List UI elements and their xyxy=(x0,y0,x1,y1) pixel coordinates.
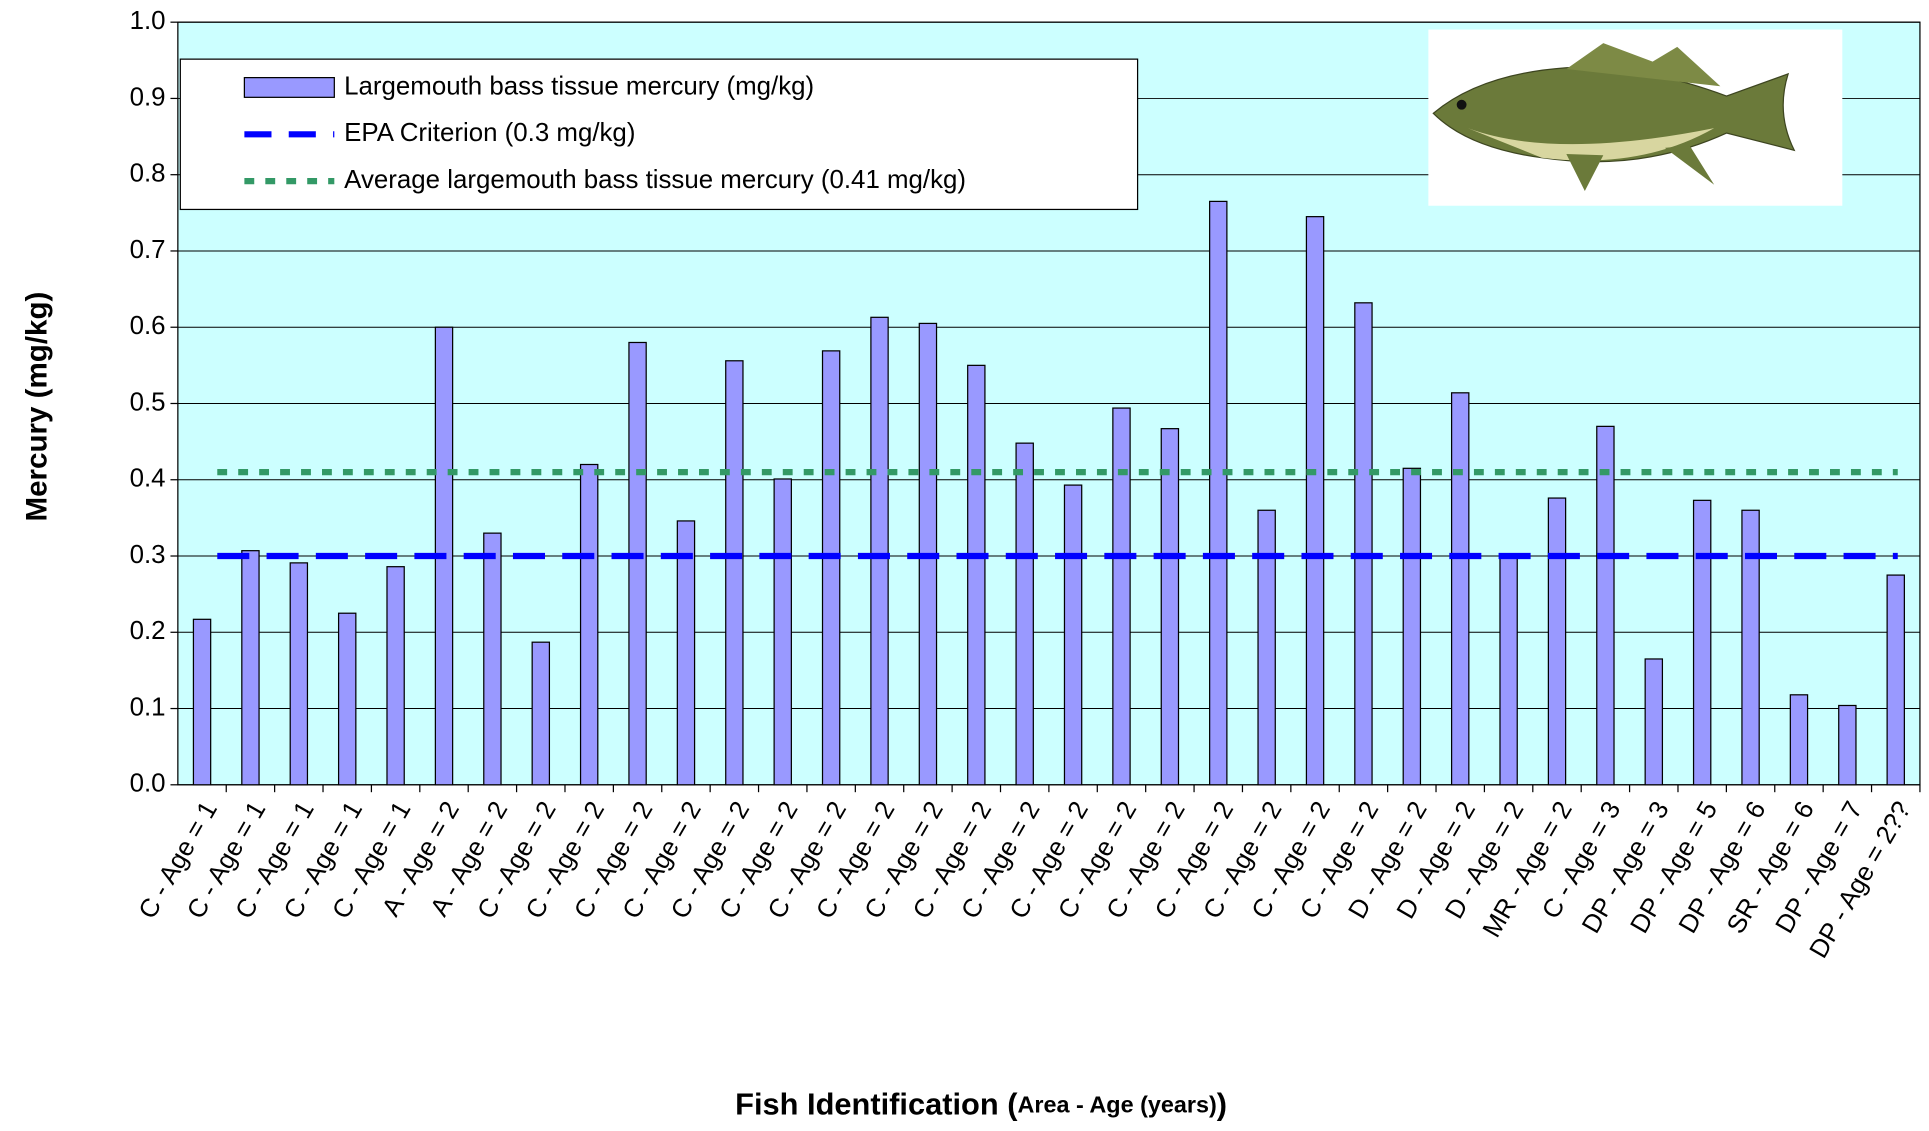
y-tick-label: 0.3 xyxy=(130,541,166,569)
bar xyxy=(1209,200,1228,786)
bar xyxy=(1305,216,1325,786)
fish-image xyxy=(1428,29,1843,206)
bar xyxy=(531,641,551,786)
bar xyxy=(1692,499,1712,786)
bar xyxy=(676,520,696,786)
fish-body xyxy=(1432,66,1796,163)
marks xyxy=(192,200,1905,786)
x-axis-label-part: Area - Age (years) xyxy=(1017,1092,1216,1118)
bar xyxy=(1160,428,1180,786)
bar xyxy=(1741,509,1760,786)
fish-eye xyxy=(1456,99,1467,110)
fish-fin xyxy=(1566,43,1721,87)
legend: Largemouth bass tissue mercury (mg/kg) EP… xyxy=(179,58,1139,211)
y-tick-label: 0.5 xyxy=(130,388,166,416)
legend-label: Largemouth bass tissue mercury (mg/kg) xyxy=(344,72,814,100)
bar xyxy=(579,463,599,786)
legend-box xyxy=(179,58,1139,211)
bar xyxy=(628,341,647,786)
y-tick-label: 0.9 xyxy=(130,83,166,111)
bar xyxy=(1499,553,1518,786)
legend-items: Largemouth bass tissue mercury (mg/kg) EP… xyxy=(243,72,966,194)
bar xyxy=(192,618,212,786)
y-tick-label: 0.7 xyxy=(130,236,166,264)
bar xyxy=(1644,658,1664,786)
x-axis-label: Fish Identification (Area - Age (years)) xyxy=(735,1087,1227,1122)
bar xyxy=(773,478,792,786)
bar xyxy=(1354,302,1373,786)
bar xyxy=(289,562,309,786)
y-tick-label: 0.4 xyxy=(130,465,166,493)
bar xyxy=(870,316,889,786)
bar xyxy=(967,364,986,786)
bar xyxy=(1257,509,1276,786)
bar xyxy=(1112,407,1131,786)
bar xyxy=(1547,497,1567,786)
bar xyxy=(483,532,502,786)
bar xyxy=(1596,425,1615,786)
x-axis-label-part: Fish Identification ( xyxy=(735,1087,1018,1122)
bar xyxy=(241,550,260,786)
y-tick-label: 0.0 xyxy=(130,770,166,798)
bar xyxy=(1450,392,1470,786)
bar xyxy=(1886,574,1905,786)
y-tick-label: 0.6 xyxy=(130,312,166,340)
bar xyxy=(725,360,744,786)
y-tick-label: 1.0 xyxy=(130,7,166,35)
legend-swatch xyxy=(243,77,335,98)
fish-belly xyxy=(1467,128,1715,161)
y-tick-label: 0.1 xyxy=(130,693,166,721)
y-tick-label: 0.8 xyxy=(130,160,166,188)
bar xyxy=(386,566,405,786)
bar xyxy=(821,350,841,786)
y-tick-label: 0.2 xyxy=(130,617,166,645)
bar xyxy=(1789,694,1809,786)
bar xyxy=(1015,442,1034,786)
x-axis-label-part: ) xyxy=(1217,1087,1227,1122)
bar xyxy=(1838,704,1857,786)
bar xyxy=(1402,467,1422,786)
legend-label: Average largemouth bass tissue mercury (… xyxy=(344,166,966,194)
y-axis-label: Mercury (mg/kg) xyxy=(20,292,53,522)
bar xyxy=(337,612,357,786)
fish-fin xyxy=(1566,145,1715,191)
legend-label: EPA Criterion (0.3 mg/kg) xyxy=(344,119,635,147)
bar xyxy=(1063,484,1083,786)
